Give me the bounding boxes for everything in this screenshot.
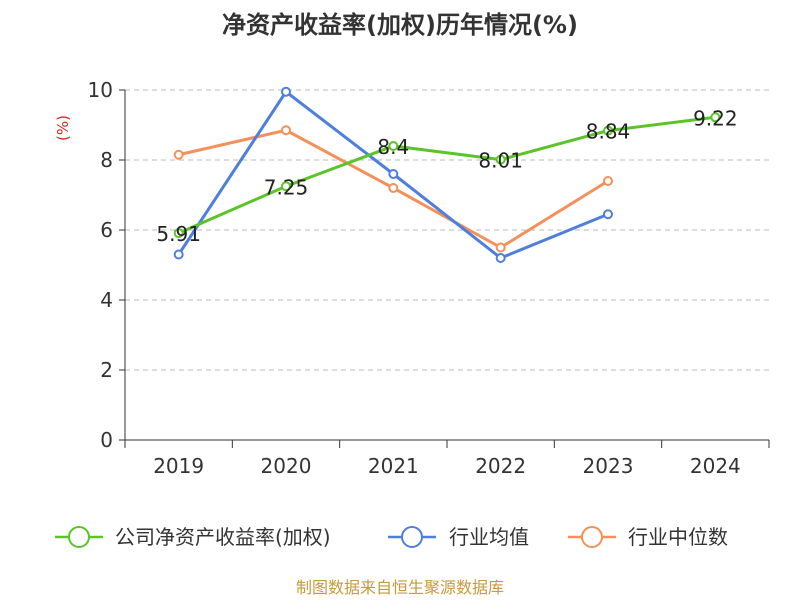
legend-marker — [68, 526, 90, 548]
y-axis-unit-label: (%) — [54, 115, 72, 141]
legend[interactable]: 公司净资产收益率(加权) 行业均值 行业中位数 — [55, 525, 728, 549]
data-label: 8.4 — [377, 135, 409, 159]
y-tick-label: 8 — [100, 148, 113, 172]
x-tick-label: 2024 — [690, 454, 741, 478]
legend-label: 行业中位数 — [628, 525, 728, 549]
data-point — [603, 209, 613, 220]
legend-item[interactable]: 行业均值 — [388, 525, 529, 549]
legend-label: 公司净资产收益率(加权) — [115, 525, 331, 549]
axes: 0 2 4 6 8 10 2019 2020 2021 2022 2023 2024 — [88, 78, 770, 478]
data-point — [173, 149, 184, 160]
y-tick-label: 6 — [100, 218, 113, 242]
source-note: 制图数据来自恒生聚源数据库 — [296, 578, 504, 597]
data-point — [173, 249, 184, 260]
legend-label: 行业均值 — [449, 525, 529, 549]
y-tick-label: 2 — [100, 358, 113, 382]
data-point — [495, 253, 506, 263]
data-labels: 5.91 7.25 8.4 8.01 8.84 9.22 — [156, 106, 737, 246]
x-tick-label: 2019 — [153, 454, 204, 478]
data-point — [281, 125, 291, 136]
data-point — [281, 86, 291, 97]
legend-item[interactable]: 行业中位数 — [568, 525, 728, 549]
data-point — [388, 183, 399, 193]
data-point — [388, 169, 399, 179]
legend-item[interactable]: 公司净资产收益率(加权) — [55, 525, 331, 549]
data-point — [603, 176, 613, 186]
data-point — [495, 154, 506, 165]
x-tick-label: 2020 — [261, 454, 312, 478]
legend-marker — [581, 526, 603, 548]
data-point — [495, 242, 506, 253]
data-label: 8.84 — [586, 120, 631, 144]
x-tick-label: 2022 — [475, 454, 526, 478]
data-point — [281, 181, 291, 192]
x-tick-label: 2021 — [368, 454, 419, 478]
series-lines — [173, 86, 721, 263]
gridlines — [125, 89, 769, 371]
x-tick-label: 2023 — [583, 454, 634, 478]
series-line — [178, 115, 716, 235]
y-tick-label: 4 — [100, 288, 113, 312]
data-point — [710, 112, 721, 123]
data-label: 5.91 — [156, 222, 201, 246]
data-label: 9.22 — [693, 106, 738, 130]
legend-marker — [401, 526, 423, 548]
y-tick-label: 0 — [100, 428, 113, 452]
data-point — [173, 228, 184, 239]
data-label: 8.01 — [478, 149, 523, 173]
y-tick-label: 10 — [88, 78, 113, 102]
chart-title: 净资产收益率(加权)历年情况(%) — [222, 11, 578, 39]
data-label: 7.25 — [264, 175, 309, 199]
data-point — [388, 141, 399, 151]
data-point — [603, 125, 613, 136]
